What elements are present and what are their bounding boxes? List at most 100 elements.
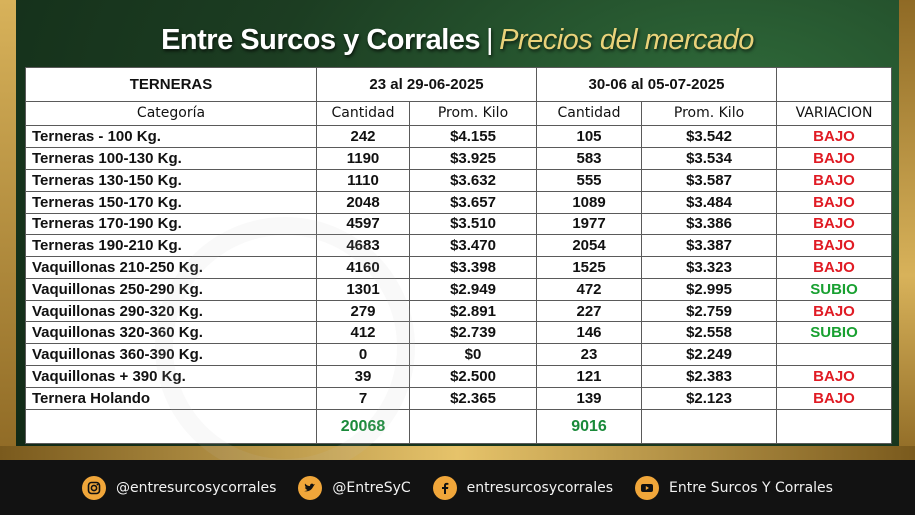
cell-variacion: SUBIO (776, 321, 893, 345)
cell-cantidad-2: 555 (536, 168, 643, 192)
cell-categoria: Vaquillonas 360-390 Kg. (25, 343, 317, 367)
page-title: Entre Surcos y Corrales | Precios del merc… (0, 18, 915, 62)
instagram-icon (82, 475, 107, 500)
cell-categoria: Terneras 130-150 Kg. (25, 168, 317, 192)
cell-categoria: Vaquillonas + 390 Kg. (25, 365, 317, 388)
cell-prom-kilo-2: $3.484 (641, 190, 778, 214)
cell-prom-kilo-2: $2.759 (641, 299, 778, 323)
cell-cantidad-2: 1977 (536, 212, 643, 236)
cell-prom-kilo-1: $3.925 (408, 147, 538, 170)
cell-prom-kilo-2: $3.323 (641, 256, 778, 279)
header-category-group: TERNERAS (25, 66, 317, 103)
table-row: Vaquillonas + 390 Kg. 39 $2.500 121 $2.383 BA… (25, 365, 893, 388)
cell-prom-kilo-1: $3.398 (408, 256, 538, 279)
cell-variacion: BAJO (776, 212, 893, 236)
cell-cantidad-1: 7 (316, 386, 410, 410)
header-blank (776, 66, 893, 103)
cell-prom-kilo-1: $0 (408, 343, 538, 367)
cell-cantidad-1: 242 (316, 125, 410, 149)
table-row: Ternera Holando 7 $2.365 139 $2.123 BAJO (25, 386, 893, 410)
cell-prom-kilo-2: $2.383 (641, 365, 778, 388)
cell-variacion: BAJO (776, 299, 893, 323)
cell-variacion: BAJO (776, 190, 893, 214)
cell-variacion (776, 343, 893, 367)
gold-border-right (899, 0, 915, 460)
table-row: Terneras - 100 Kg. 242 $4.155 105 $3.542 BAJO (25, 125, 893, 149)
gold-border-left (0, 0, 16, 460)
facebook-icon (432, 475, 457, 500)
youtube-icon (635, 475, 660, 500)
social-footer: @entresurcosycorrales @EntreSyC entresur… (0, 460, 915, 515)
gold-divider (0, 446, 915, 460)
table-row: Vaquillonas 290-320 Kg. 279 $2.891 227 $2.75… (25, 299, 893, 323)
social-youtube[interactable]: Entre Surcos Y Corrales (635, 475, 833, 500)
price-table-container: TERNERAS 23 al 29-06-2025 30-06 al 05-07… (25, 66, 893, 477)
cell-prom-kilo-2: $3.386 (641, 212, 778, 236)
cell-prom-kilo-2: $2.123 (641, 386, 778, 410)
cell-variacion: BAJO (776, 234, 893, 258)
col-header-cantidad-2: Cantidad (536, 101, 643, 127)
cell-prom-kilo-1: $2.739 (408, 321, 538, 345)
cell-prom-kilo-1: $3.632 (408, 168, 538, 192)
col-header-prom-kilo-2: Prom. Kilo (641, 101, 778, 127)
cell-prom-kilo-2: $3.534 (641, 147, 778, 170)
cell-variacion: SUBIO (776, 277, 893, 301)
total-empty-3 (776, 408, 893, 445)
title-main: Entre Surcos y Corrales (161, 24, 481, 56)
cell-prom-kilo-1: $4.155 (408, 125, 538, 149)
cell-cantidad-2: 472 (536, 277, 643, 301)
cell-cantidad-1: 4683 (316, 234, 410, 258)
cell-prom-kilo-1: $2.500 (408, 365, 538, 388)
cell-variacion: BAJO (776, 125, 893, 149)
cell-cantidad-2: 1525 (536, 256, 643, 279)
table-row: Vaquillonas 320-360 Kg. 412 $2.739 146 $2.55… (25, 321, 893, 345)
cell-cantidad-1: 1190 (316, 147, 410, 170)
cell-categoria: Terneras 100-130 Kg. (25, 147, 317, 170)
title-subtitle: Precios del mercado (499, 24, 754, 56)
total-empty-1 (408, 408, 538, 445)
cell-cantidad-1: 0 (316, 343, 410, 367)
cell-cantidad-2: 2054 (536, 234, 643, 258)
social-instagram[interactable]: @entresurcosycorrales (82, 475, 277, 500)
table-row: Terneras 150-170 Kg. 2048 $3.657 1089 $3.484… (25, 190, 893, 214)
total-empty-2 (641, 408, 778, 445)
cell-categoria: Terneras 190-210 Kg. (25, 234, 317, 258)
cell-categoria: Terneras - 100 Kg. (25, 125, 317, 149)
cell-categoria: Vaquillonas 320-360 Kg. (25, 321, 317, 345)
cell-cantidad-2: 121 (536, 365, 643, 388)
cell-cantidad-2: 139 (536, 386, 643, 410)
cell-variacion: BAJO (776, 256, 893, 279)
cell-prom-kilo-2: $3.387 (641, 234, 778, 258)
cell-cantidad-1: 4597 (316, 212, 410, 236)
total-label-cell (25, 408, 317, 445)
cell-variacion: BAJO (776, 386, 893, 410)
cell-prom-kilo-2: $2.558 (641, 321, 778, 345)
cell-cantidad-1: 1110 (316, 168, 410, 192)
cell-cantidad-1: 1301 (316, 277, 410, 301)
cell-cantidad-2: 583 (536, 147, 643, 170)
cell-variacion: BAJO (776, 365, 893, 388)
cell-cantidad-1: 39 (316, 365, 410, 388)
cell-cantidad-2: 227 (536, 299, 643, 323)
table-row: Vaquillonas 210-250 Kg. 4160 $3.398 1525 $3.… (25, 256, 893, 279)
table-row: Vaquillonas 360-390 Kg. 0 $0 23 $2.249 (25, 343, 893, 367)
table-row: Terneras 190-210 Kg. 4683 $3.470 2054 $3.387… (25, 234, 893, 258)
cell-cantidad-1: 4160 (316, 256, 410, 279)
cell-categoria: Vaquillonas 250-290 Kg. (25, 277, 317, 301)
social-twitter[interactable]: @EntreSyC (298, 475, 411, 500)
cell-categoria: Terneras 170-190 Kg. (25, 212, 317, 236)
table-row-totals: 20068 9016 (25, 408, 893, 445)
cell-prom-kilo-1: $3.470 (408, 234, 538, 258)
cell-categoria: Vaquillonas 290-320 Kg. (25, 299, 317, 323)
table-body: Terneras - 100 Kg. 242 $4.155 105 $3.542 BAJO… (25, 125, 893, 410)
twitter-icon (298, 475, 323, 500)
cell-cantidad-1: 412 (316, 321, 410, 345)
table-header-top: TERNERAS 23 al 29-06-2025 30-06 al 05-07… (25, 66, 893, 103)
twitter-handle: @EntreSyC (332, 479, 411, 496)
header-period-2: 30-06 al 05-07-2025 (536, 66, 778, 103)
col-header-variacion: VARIACION (776, 101, 893, 127)
cell-prom-kilo-1: $2.949 (408, 277, 538, 301)
cell-prom-kilo-2: $2.249 (641, 343, 778, 367)
social-facebook[interactable]: entresurcosycorrales (432, 475, 613, 500)
instagram-handle: @entresurcosycorrales (116, 479, 277, 496)
